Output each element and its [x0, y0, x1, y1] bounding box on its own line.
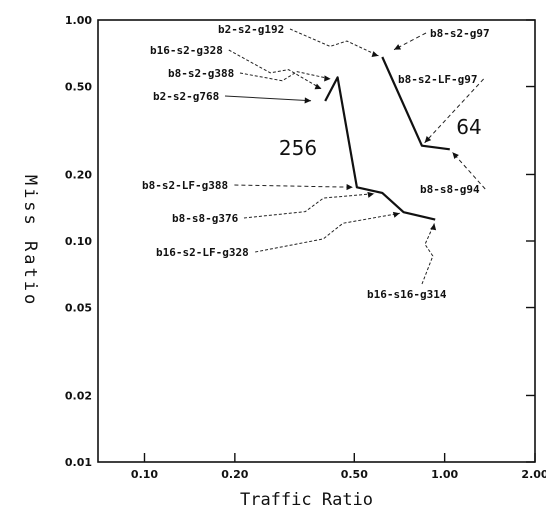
x-tick-label: 0.10	[131, 468, 158, 481]
arrow-head	[367, 191, 375, 198]
point-label: b8-s2-LF-g97	[398, 73, 477, 86]
point-label: b8-s2-g388	[168, 67, 234, 80]
series-line	[324, 76, 436, 221]
arrow-head	[452, 152, 459, 160]
leader-line	[228, 49, 322, 90]
arrow-head	[394, 44, 402, 50]
leader-line	[452, 151, 486, 190]
y-tick-label: 0.05	[65, 302, 92, 315]
leader-line	[421, 223, 435, 285]
leader-line	[289, 28, 379, 57]
x-tick-label: 2.00	[521, 468, 546, 481]
point-label: b16-s16-g314	[367, 288, 447, 301]
y-tick-label: 0.10	[65, 235, 92, 248]
leader-line	[224, 95, 312, 102]
leader-line	[424, 78, 484, 144]
leader-line	[239, 71, 331, 82]
point-label: b16-s2-LF-g328	[156, 246, 249, 259]
y-tick-label: 0.20	[65, 168, 92, 181]
arrow-head	[324, 75, 331, 82]
arrow-head	[430, 223, 437, 231]
y-tick-label: 0.50	[65, 81, 92, 94]
series-line	[381, 56, 450, 151]
x-axis-label: Traffic Ratio	[240, 490, 373, 510]
x-tick-label: 0.20	[221, 468, 248, 481]
arrow-head	[392, 211, 400, 218]
point-label: b8-s2-g97	[430, 27, 490, 40]
y-axis-label: Miss Ratio	[20, 175, 40, 307]
arrow-head	[371, 51, 379, 57]
labels: b2-s2-g768 b8-s2-g388 b16-s2-g328 b8-s2-LF-…	[142, 23, 490, 301]
point-label: b8-s8-g376	[172, 212, 239, 225]
curves	[324, 56, 450, 221]
x-tick-label: 1.00	[431, 468, 458, 481]
arrow-head	[304, 97, 312, 104]
curve-label-64: 64	[456, 115, 481, 139]
arrow-head	[346, 184, 353, 191]
arrow-head	[314, 83, 322, 90]
y-tick-label: 0.02	[65, 389, 92, 402]
annotations	[224, 28, 486, 285]
point-label: b8-s2-LF-g388	[142, 179, 228, 192]
curve-label-256: 256	[279, 136, 317, 160]
point-label: b16-s2-g328	[150, 44, 223, 57]
leader-line	[255, 212, 400, 253]
arrow-head	[424, 136, 432, 143]
y-tick-label: 0.01	[65, 456, 92, 469]
point-label: b2-s2-g768	[153, 90, 219, 103]
axes: 0.10 0.20 0.50 1.00 2.00 1.00 0.50 0.20 0.10 0.05…	[20, 14, 546, 510]
leader-line	[243, 193, 375, 219]
y-tick-label: 1.00	[65, 14, 92, 27]
point-label: b8-s8-g94	[420, 183, 480, 196]
leader-line	[234, 184, 353, 188]
x-tick-label: 0.50	[341, 468, 368, 481]
point-label: b2-s2-g192	[218, 23, 284, 36]
